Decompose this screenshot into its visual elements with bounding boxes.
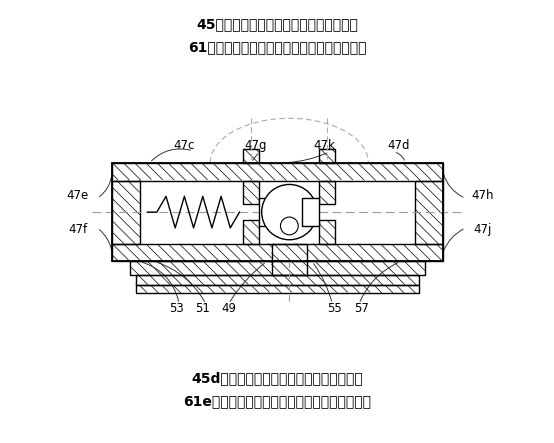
- Text: 61e（第１０の実施形態、第１１の実施形態）: 61e（第１０の実施形態、第１１の実施形態）: [183, 394, 371, 408]
- Text: 47c: 47c: [173, 140, 195, 152]
- Bar: [112, 180, 140, 244]
- Text: 49: 49: [221, 303, 236, 315]
- Bar: [335, 180, 416, 244]
- Bar: [112, 163, 443, 261]
- Bar: [271, 244, 307, 275]
- Bar: [243, 220, 259, 244]
- Bar: [112, 163, 443, 180]
- Bar: [112, 163, 443, 180]
- Bar: [302, 198, 320, 226]
- Bar: [243, 149, 259, 163]
- Text: 45d（第４の実施形態、第５の実施形態）: 45d（第４の実施形態、第５の実施形態）: [191, 371, 363, 385]
- Bar: [112, 244, 443, 261]
- Bar: [112, 180, 140, 244]
- Bar: [320, 220, 335, 244]
- Bar: [320, 149, 335, 163]
- Bar: [320, 220, 335, 244]
- Bar: [136, 285, 419, 293]
- Text: 47j: 47j: [473, 223, 491, 237]
- Bar: [243, 220, 259, 244]
- Bar: [112, 244, 443, 261]
- Bar: [320, 180, 335, 204]
- Bar: [416, 180, 443, 244]
- Bar: [136, 285, 419, 293]
- Bar: [243, 180, 259, 204]
- Text: 47e: 47e: [66, 189, 89, 202]
- Bar: [243, 149, 259, 163]
- Bar: [320, 180, 335, 204]
- Text: 47g: 47g: [244, 140, 266, 152]
- Circle shape: [261, 184, 317, 240]
- Circle shape: [280, 217, 298, 235]
- Text: 47h: 47h: [471, 189, 494, 202]
- Text: 45（第４の実施形態、第５の実施形態）: 45（第４の実施形態、第５の実施形態）: [196, 18, 358, 31]
- Bar: [136, 275, 419, 285]
- Text: 55: 55: [327, 303, 342, 315]
- Bar: [243, 180, 259, 204]
- Text: 61（第１０の実施形態、第１１の実施形態）: 61（第１０の実施形態、第１１の実施形態）: [188, 40, 366, 54]
- Text: 47d: 47d: [387, 140, 410, 152]
- Bar: [271, 244, 307, 275]
- Bar: [140, 180, 243, 244]
- Text: 47f: 47f: [68, 223, 87, 237]
- Text: 57: 57: [355, 303, 370, 315]
- Bar: [320, 149, 335, 163]
- Bar: [416, 180, 443, 244]
- Bar: [136, 275, 419, 285]
- Bar: [130, 261, 425, 275]
- Bar: [259, 198, 277, 226]
- Text: 51: 51: [196, 303, 211, 315]
- Text: 53: 53: [169, 303, 184, 315]
- Text: 47k: 47k: [314, 140, 335, 152]
- Bar: [259, 180, 320, 244]
- Bar: [130, 261, 425, 275]
